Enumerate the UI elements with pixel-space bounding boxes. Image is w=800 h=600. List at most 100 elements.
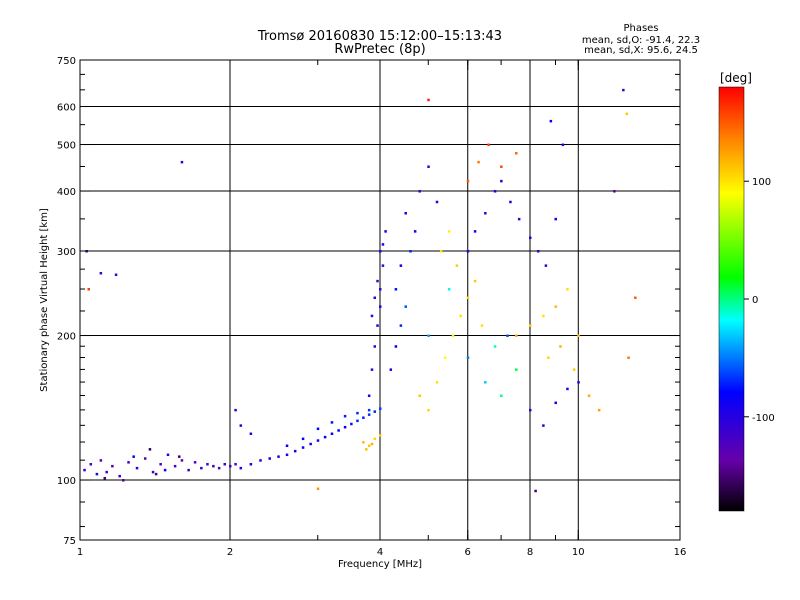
data-point	[285, 453, 289, 457]
data-point	[418, 190, 421, 193]
data-point	[451, 334, 455, 338]
data-point	[529, 324, 532, 327]
data-point	[212, 464, 215, 468]
data-point	[277, 455, 280, 458]
data-point	[389, 368, 393, 371]
data-point	[554, 217, 557, 221]
data-point	[163, 468, 167, 472]
data-point	[111, 464, 114, 468]
data-point	[466, 356, 470, 359]
x-tick-label: 4	[377, 547, 383, 558]
data-point	[500, 394, 503, 398]
data-point	[625, 112, 629, 116]
x-tick-label: 1	[77, 547, 83, 558]
y-tick-label: 600	[57, 103, 76, 114]
data-point	[534, 489, 537, 493]
y-tick-label: 75	[63, 536, 76, 547]
data-points	[83, 88, 637, 493]
data-point	[89, 462, 93, 466]
data-point	[99, 459, 103, 462]
data-point	[187, 468, 190, 472]
data-point	[466, 250, 470, 253]
data-point	[316, 439, 320, 442]
y-tick-labels: 75 100 200 300 400 500 600 750	[57, 56, 76, 547]
data-point	[547, 356, 550, 359]
data-point	[376, 279, 379, 283]
data-point	[473, 230, 477, 233]
data-point	[177, 455, 181, 458]
data-point	[323, 435, 327, 439]
data-point	[356, 411, 359, 415]
data-point	[148, 448, 152, 451]
data-point	[379, 407, 382, 410]
data-point	[239, 424, 243, 427]
data-point	[515, 334, 518, 338]
data-point	[443, 356, 447, 359]
data-point	[83, 468, 86, 472]
x-tick-label: 6	[465, 547, 471, 558]
data-point	[316, 427, 320, 431]
data-point	[99, 271, 103, 275]
data-point	[373, 345, 377, 348]
data-point	[447, 288, 451, 291]
data-point	[493, 345, 497, 348]
data-point	[114, 273, 118, 277]
data-point	[529, 408, 532, 412]
data-point	[223, 462, 227, 466]
data-point	[367, 444, 371, 448]
data-point	[413, 230, 417, 233]
data-point	[427, 98, 430, 102]
data-point	[95, 472, 99, 476]
data-point	[370, 314, 374, 318]
data-point	[173, 464, 177, 468]
data-point	[559, 345, 562, 348]
x-tick-label: 10	[572, 547, 585, 558]
data-point	[234, 462, 237, 466]
data-point	[418, 394, 421, 398]
data-point	[373, 296, 377, 300]
data-point	[316, 487, 320, 491]
axis-ticks	[79, 59, 681, 541]
data-point	[309, 442, 312, 446]
data-point	[259, 459, 262, 462]
data-point	[118, 474, 121, 478]
data-point	[515, 368, 518, 371]
data-point	[122, 479, 125, 482]
data-point	[506, 334, 509, 338]
data-point	[87, 288, 90, 291]
data-point	[193, 461, 197, 464]
colorbar-tick-label: 0	[752, 295, 758, 306]
data-point	[536, 250, 540, 253]
data-point	[466, 179, 470, 183]
data-point	[135, 466, 139, 470]
data-point	[613, 190, 616, 193]
data-point	[268, 457, 271, 460]
data-point	[166, 453, 170, 457]
data-point	[509, 200, 512, 204]
data-point	[362, 441, 365, 444]
data-point	[404, 212, 407, 215]
data-point	[293, 449, 297, 453]
y-tick-label: 750	[57, 56, 76, 67]
data-point	[229, 464, 232, 468]
data-point	[330, 432, 334, 436]
data-point	[544, 264, 548, 267]
data-point	[370, 442, 374, 446]
data-point	[154, 472, 158, 476]
x-tick-label: 8	[527, 547, 533, 558]
data-point	[350, 422, 353, 426]
data-point	[367, 408, 371, 412]
data-point	[577, 334, 580, 338]
data-point	[200, 466, 203, 470]
data-point	[484, 212, 487, 215]
data-point	[381, 264, 385, 267]
data-point	[234, 408, 237, 412]
data-point	[330, 421, 334, 424]
data-point	[500, 165, 503, 168]
chart-subtitle: RwPretec (8p)	[334, 42, 425, 57]
x-tick-labels: 1 2 4 6 8 10 16	[77, 547, 687, 558]
colorbar-label: [deg]	[720, 71, 752, 85]
x-tick-label: 16	[674, 547, 687, 558]
data-point	[484, 381, 487, 384]
data-point	[627, 356, 630, 359]
